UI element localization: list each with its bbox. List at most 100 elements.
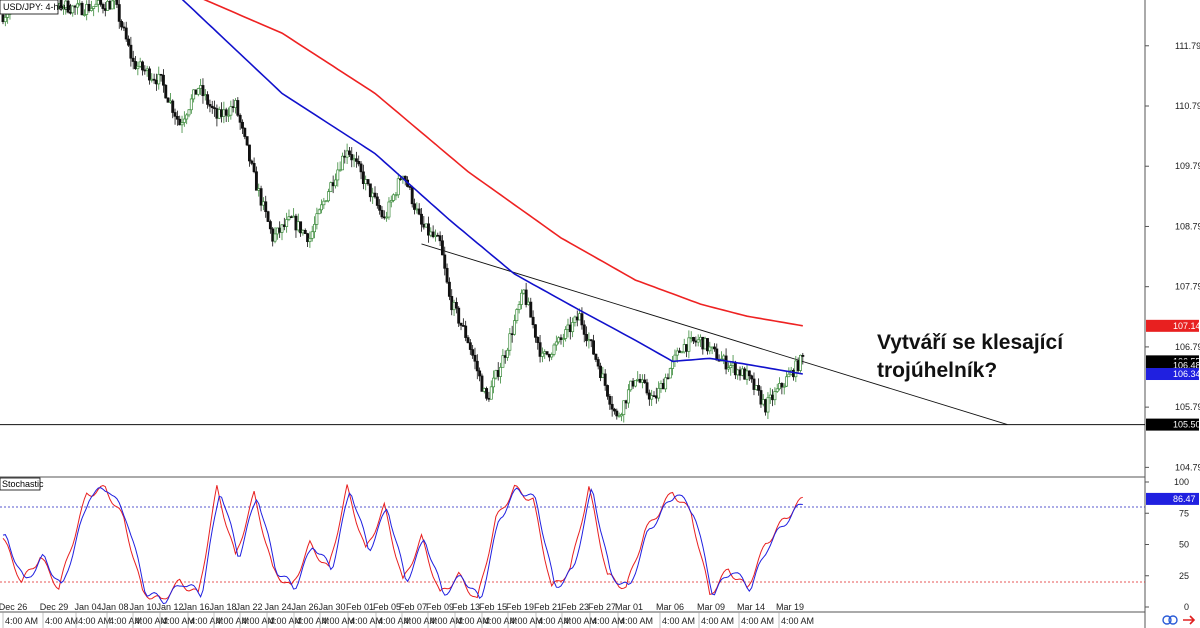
stochastic-pane[interactable] [0,484,1145,605]
candle [461,318,465,327]
price-pane[interactable] [0,0,1145,426]
stoch-tick-label: 25 [1179,571,1189,581]
candle [668,367,672,379]
candle [729,362,733,376]
time-label: 4:00 AM [45,616,78,626]
date-label: Dec 26 [0,602,27,612]
candle [189,94,193,114]
date-label: Feb 13 [452,602,480,612]
candle [715,343,719,361]
annotation-line-1: Vytváří se klesající [877,331,1064,354]
candle [531,310,535,329]
candle [699,334,702,348]
time-label: 4:00 AM [620,616,653,626]
candle [494,369,498,380]
candle [452,299,456,316]
annotation-line-2: trojúhelník? [877,359,997,382]
annotation: Vytváří se klesající trojúhelník? [877,331,1064,382]
candle [750,374,754,383]
price-axis[interactable]: 111.79 110.79 109.79 108.79 107.79 106.79 105.… [1145,41,1200,473]
candle [568,316,572,340]
candle [192,89,196,103]
date-label: Jan 04 [74,602,101,612]
candle [622,400,626,423]
candle [131,50,135,70]
candle [96,0,100,13]
candle [733,360,737,380]
candle [336,162,340,187]
candle [273,227,277,244]
candle [664,373,668,393]
stochastic-title-box: Stochastic [0,477,44,491]
candle [252,157,256,174]
candle [115,0,119,9]
candle [103,2,107,17]
candle [501,348,505,368]
candle [554,335,558,351]
candle [487,391,491,402]
candle [652,391,656,397]
candle [438,231,442,246]
time-axis[interactable]: Dec 26 Dec 29 Jan 04 Jan 08 Jan 10 Jan 12Jan … [0,602,814,628]
date-label: Mar 01 [615,602,643,612]
time-label: 4:00 AM [135,616,168,626]
candle [368,183,372,202]
candle [155,73,158,91]
arrow-icon[interactable] [1183,615,1196,625]
candle [345,143,349,165]
date-label: Jan 30 [318,602,345,612]
candle [782,383,786,395]
time-label: 4:00 AM [296,616,329,626]
candle [650,389,654,406]
candle [341,152,344,171]
candle [640,374,644,389]
candle [396,173,400,199]
candle [482,387,486,394]
candle [594,353,598,363]
candle [431,225,435,239]
date-label: Feb 05 [373,602,401,612]
candle [680,351,684,354]
candle [761,394,765,407]
candle [99,0,103,7]
price-tag: 106.34 [1146,368,1200,381]
candle [529,297,533,318]
candle [778,377,782,391]
price-tag: 107.14 [1146,319,1200,332]
time-label: 4:00 AM [741,616,774,626]
moving-average-lines [181,0,803,375]
candle [261,197,265,211]
time-label: 4:00 AM [404,616,437,626]
candle [424,223,428,228]
candle [334,173,337,189]
candle [610,396,614,417]
candle [61,4,65,15]
candle [436,232,440,237]
candle [159,73,163,82]
candle [492,370,496,394]
candle [178,115,182,126]
candle [352,154,356,168]
candle [606,384,609,400]
candle [171,99,175,119]
candle [671,356,675,376]
candle [80,1,84,16]
price-tick-label: 105.79 [1175,402,1200,412]
time-label: 4:00 AM [701,616,734,626]
candle [280,223,284,241]
candle [410,185,414,208]
stochastic-axis[interactable]: 100 75 50 25 0 [1145,477,1189,612]
date-label: Jan 18 [209,602,236,612]
candle [740,365,744,377]
candle [313,216,317,239]
candle [161,69,165,93]
candle [220,102,223,123]
date-label: Jan 12 [156,602,183,612]
candle [380,206,384,219]
candle [201,78,205,104]
link-icon[interactable] [1162,615,1178,625]
candle [615,408,619,420]
candle [682,338,686,354]
candle [687,330,691,359]
candle [73,4,77,15]
